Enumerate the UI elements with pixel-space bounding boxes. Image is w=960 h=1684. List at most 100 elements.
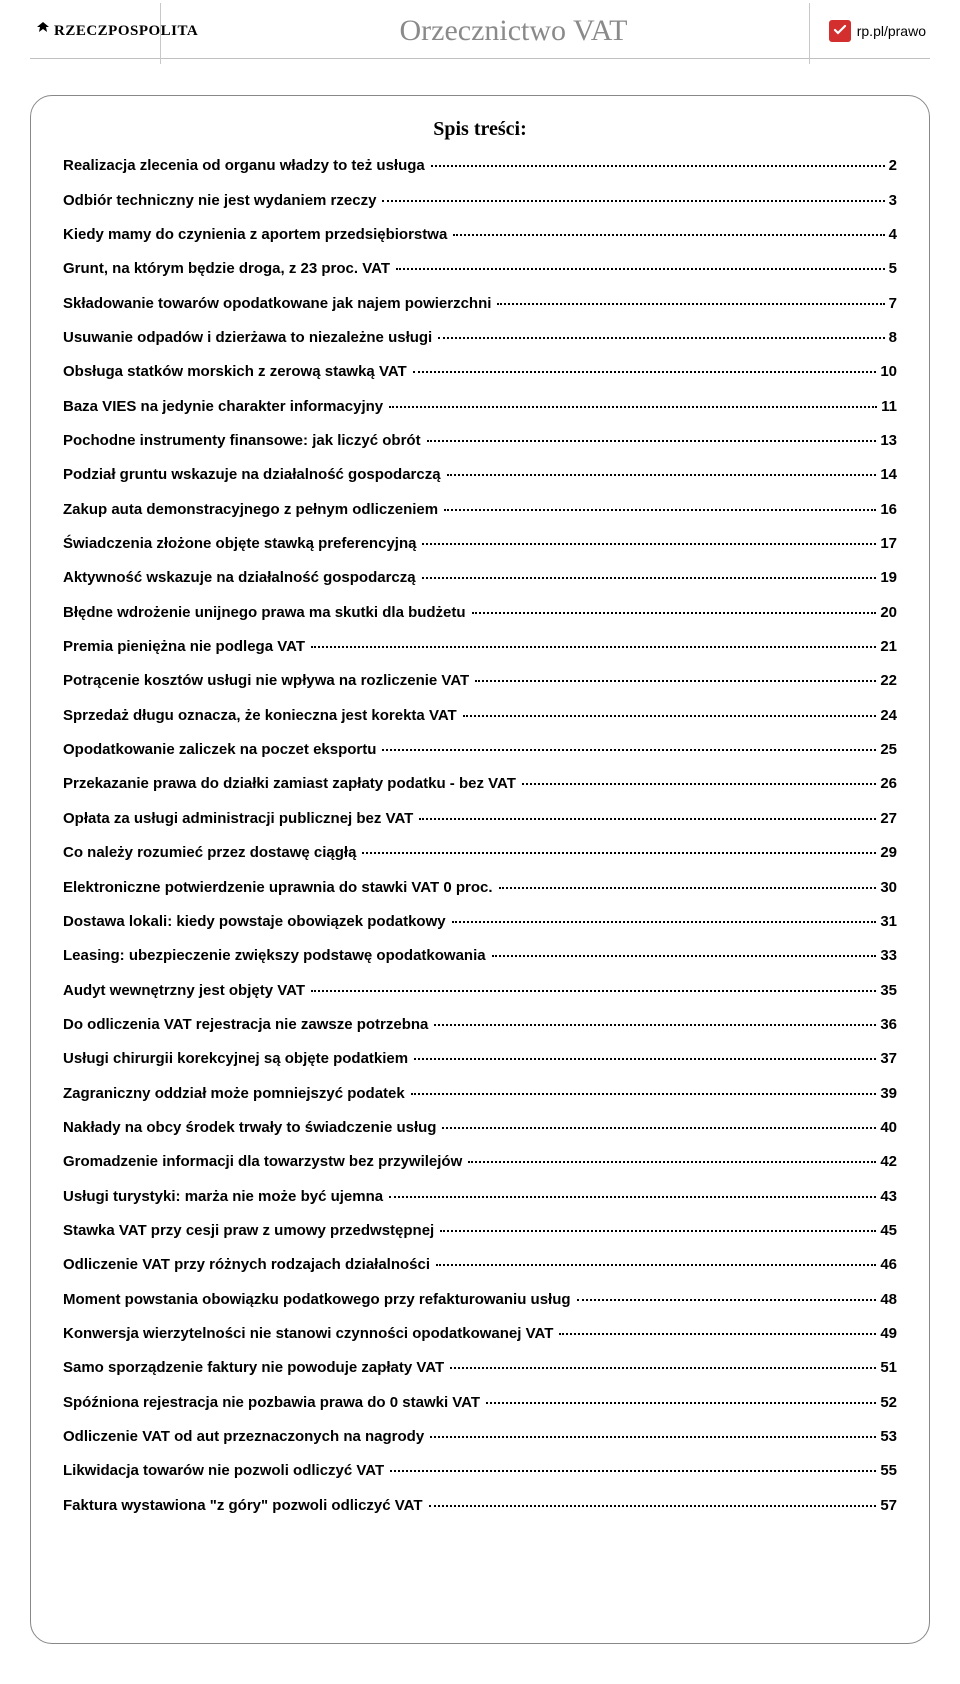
toc-row[interactable]: Stawka VAT przy cesji praw z umowy przed…: [63, 1214, 897, 1248]
toc-entry-title: Kiedy mamy do czynienia z aportem przeds…: [63, 224, 451, 246]
toc-entry-page: 25: [878, 739, 897, 761]
toc-entry-page: 37: [878, 1048, 897, 1070]
toc-entry-page: 36: [878, 1014, 897, 1036]
toc-row[interactable]: Moment powstania obowiązku podatkowego p…: [63, 1282, 897, 1316]
toc-row[interactable]: Realizacja zlecenia od organu władzy to …: [63, 149, 897, 183]
toc-leader: [436, 1264, 876, 1266]
toc-entry-title: Sprzedaż długu oznacza, że konieczna jes…: [63, 705, 461, 727]
toc-entry-page: 42: [878, 1151, 897, 1173]
toc-row[interactable]: Świadczenia złożone objęte stawką prefer…: [63, 527, 897, 561]
toc-row[interactable]: Baza VIES na jedynie charakter informacy…: [63, 389, 897, 423]
toc-entry-page: 5: [887, 258, 897, 280]
toc-leader: [453, 234, 884, 236]
toc-row[interactable]: Premia pieniężna nie podlega VAT21: [63, 630, 897, 664]
toc-row[interactable]: Odbiór techniczny nie jest wydaniem rzec…: [63, 183, 897, 217]
toc-entry-page: 35: [878, 980, 897, 1002]
toc-row[interactable]: Przekazanie prawa do działki zamiast zap…: [63, 767, 897, 801]
toc-list: Realizacja zlecenia od organu władzy to …: [63, 149, 897, 1523]
toc-row[interactable]: Grunt, na którym będzie droga, z 23 proc…: [63, 252, 897, 286]
toc-entry-page: 49: [878, 1323, 897, 1345]
toc-row[interactable]: Opłata za usługi administracji publiczne…: [63, 802, 897, 836]
toc-entry-title: Świadczenia złożone objęte stawką prefer…: [63, 533, 420, 555]
toc-entry-page: 27: [878, 808, 897, 830]
header-divider-right: [809, 3, 810, 64]
toc-row[interactable]: Usługi chirurgii korekcyjnej są objęte p…: [63, 1042, 897, 1076]
toc-entry-page: 11: [879, 396, 897, 418]
toc-row[interactable]: Konwersja wierzytelności nie stanowi czy…: [63, 1317, 897, 1351]
toc-leader: [419, 818, 876, 820]
toc-entry-page: 24: [878, 705, 897, 727]
toc-row[interactable]: Nakłady na obcy środek trwały to świadcz…: [63, 1111, 897, 1145]
toc-leader: [447, 474, 877, 476]
toc-row[interactable]: Kiedy mamy do czynienia z aportem przeds…: [63, 218, 897, 252]
toc-entry-page: 51: [878, 1357, 897, 1379]
toc-leader: [311, 990, 876, 992]
toc-row[interactable]: Faktura wystawiona "z góry" pozwoli odli…: [63, 1488, 897, 1522]
toc-entry-title: Błędne wdrożenie unijnego prawa ma skutk…: [63, 602, 470, 624]
toc-entry-title: Przekazanie prawa do działki zamiast zap…: [63, 773, 520, 795]
toc-row[interactable]: Leasing: ubezpieczenie zwiększy podstawę…: [63, 939, 897, 973]
toc-row[interactable]: Sprzedaż długu oznacza, że konieczna jes…: [63, 699, 897, 733]
toc-row[interactable]: Dostawa lokali: kiedy powstaje obowiązek…: [63, 905, 897, 939]
toc-entry-title: Moment powstania obowiązku podatkowego p…: [63, 1289, 575, 1311]
site-url: rp.pl/prawo: [857, 23, 926, 39]
toc-entry-title: Konwersja wierzytelności nie stanowi czy…: [63, 1323, 557, 1345]
brand-text: RZECZPOSPOLITA: [54, 23, 198, 40]
toc-row[interactable]: Zagraniczny oddział może pomniejszyć pod…: [63, 1076, 897, 1110]
toc-row[interactable]: Co należy rozumieć przez dostawę ciągłą2…: [63, 836, 897, 870]
toc-entry-title: Usługi chirurgii korekcyjnej są objęte p…: [63, 1048, 412, 1070]
toc-row[interactable]: Aktywność wskazuje na działalność gospod…: [63, 561, 897, 595]
toc-leader: [450, 1367, 876, 1369]
toc-entry-page: 30: [878, 877, 897, 899]
toc-entry-title: Likwidacja towarów nie pozwoli odliczyć …: [63, 1460, 388, 1482]
toc-leader: [577, 1299, 877, 1301]
site-link[interactable]: rp.pl/prawo: [829, 20, 926, 42]
toc-entry-title: Nakłady na obcy środek trwały to świadcz…: [63, 1117, 440, 1139]
toc-row[interactable]: Odliczenie VAT od aut przeznaczonych na …: [63, 1420, 897, 1454]
toc-entry-title: Do odliczenia VAT rejestracja nie zawsze…: [63, 1014, 432, 1036]
toc-container: Spis treści: Realizacja zlecenia od orga…: [30, 95, 930, 1644]
toc-leader: [444, 509, 876, 511]
toc-row[interactable]: Audyt wewnętrzny jest objęty VAT35: [63, 973, 897, 1007]
toc-row[interactable]: Błędne wdrożenie unijnego prawa ma skutk…: [63, 595, 897, 629]
toc-row[interactable]: Pochodne instrumenty finansowe: jak licz…: [63, 424, 897, 458]
toc-row[interactable]: Składowanie towarów opodatkowane jak naj…: [63, 286, 897, 320]
toc-row[interactable]: Usługi turystyki: marża nie może być uje…: [63, 1179, 897, 1213]
toc-entry-page: 52: [878, 1392, 897, 1414]
toc-leader: [486, 1402, 876, 1404]
toc-row[interactable]: Potrącenie kosztów usługi nie wpływa na …: [63, 664, 897, 698]
toc-entry-title: Gromadzenie informacji dla towarzystw be…: [63, 1151, 466, 1173]
toc-row[interactable]: Opodatkowanie zaliczek na poczet eksport…: [63, 733, 897, 767]
toc-row[interactable]: Odliczenie VAT przy różnych rodzajach dz…: [63, 1248, 897, 1282]
toc-entry-page: 55: [878, 1460, 897, 1482]
toc-row[interactable]: Obsługa statków morskich z zerową stawką…: [63, 355, 897, 389]
toc-row[interactable]: Elektroniczne potwierdzenie uprawnia do …: [63, 870, 897, 904]
toc-leader: [463, 715, 877, 717]
toc-entry-page: 3: [887, 190, 897, 212]
toc-leader: [411, 1093, 877, 1095]
toc-heading: Spis treści:: [63, 118, 897, 141]
toc-row[interactable]: Usuwanie odpadów i dzierżawa to niezależ…: [63, 321, 897, 355]
toc-entry-title: Opłata za usługi administracji publiczne…: [63, 808, 417, 830]
toc-leader: [497, 303, 884, 305]
toc-leader: [362, 852, 876, 854]
toc-row[interactable]: Gromadzenie informacji dla towarzystw be…: [63, 1145, 897, 1179]
toc-entry-title: Premia pieniężna nie podlega VAT: [63, 636, 309, 658]
toc-entry-title: Potrącenie kosztów usługi nie wpływa na …: [63, 670, 473, 692]
toc-entry-title: Odbiór techniczny nie jest wydaniem rzec…: [63, 190, 380, 212]
toc-entry-page: 33: [878, 945, 897, 967]
toc-row[interactable]: Do odliczenia VAT rejestracja nie zawsze…: [63, 1008, 897, 1042]
toc-leader: [559, 1333, 876, 1335]
toc-row[interactable]: Spóźniona rejestracja nie pozbawia prawa…: [63, 1385, 897, 1419]
toc-leader: [468, 1161, 876, 1163]
toc-leader: [442, 1127, 876, 1129]
toc-entry-title: Faktura wystawiona "z góry" pozwoli odli…: [63, 1495, 427, 1517]
toc-entry-title: Leasing: ubezpieczenie zwiększy podstawę…: [63, 945, 490, 967]
toc-entry-title: Co należy rozumieć przez dostawę ciągłą: [63, 842, 360, 864]
toc-row[interactable]: Samo sporządzenie faktury nie powoduje z…: [63, 1351, 897, 1385]
toc-entry-page: 39: [878, 1083, 897, 1105]
toc-row[interactable]: Podział gruntu wskazuje na działalność g…: [63, 458, 897, 492]
toc-leader: [396, 268, 885, 270]
toc-row[interactable]: Zakup auta demonstracyjnego z pełnym odl…: [63, 492, 897, 526]
toc-row[interactable]: Likwidacja towarów nie pozwoli odliczyć …: [63, 1454, 897, 1488]
